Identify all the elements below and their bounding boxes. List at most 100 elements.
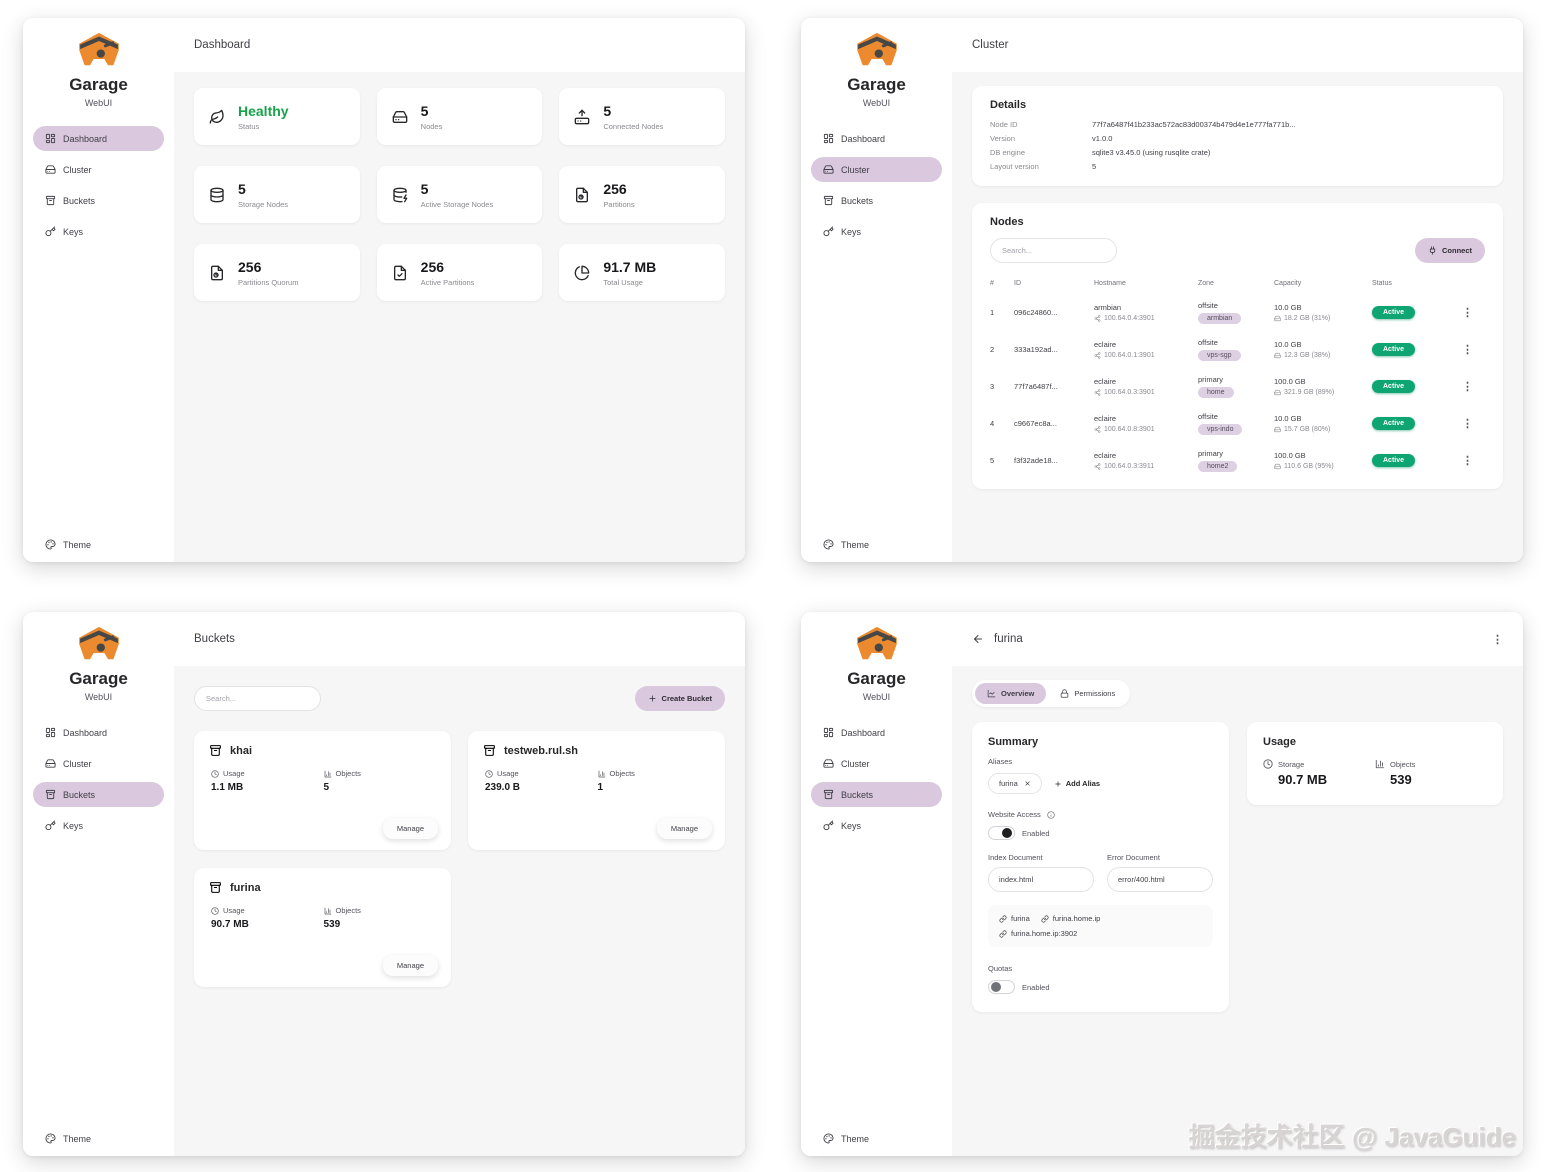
row-menu-icon[interactable]: ⋮ [1462,381,1473,393]
col-header: Capacity [1274,280,1302,287]
theme-toggle[interactable]: Theme [811,1133,942,1144]
database-zap-icon [392,187,408,203]
disk-icon [1274,315,1281,322]
sidebar-item-dashboard[interactable]: Dashboard [33,126,164,151]
stat-label: Storage Nodes [238,199,289,209]
tab-permissions[interactable]: Permissions [1048,683,1127,704]
sidebar-item-label: Dashboard [841,133,886,144]
sidebar-item-label: Dashboard [841,727,886,738]
row-menu-icon[interactable]: ⋮ [1462,418,1473,430]
manage-button[interactable]: Manage [382,955,438,976]
sidebar-item-cluster[interactable]: Cluster [33,751,164,776]
manage-button[interactable]: Manage [382,818,438,839]
cluster-topbar: Cluster [952,18,1523,72]
leaf-icon [209,109,225,125]
info-icon [1047,811,1055,819]
node-capacity: 10.0 GB 12.3 GB (38%) [1274,340,1331,359]
stat-value: Healthy [238,102,289,119]
theme-toggle[interactable]: Theme [33,1133,164,1144]
node-num: 5 [990,456,995,465]
index-doc-input[interactable] [988,867,1094,892]
sidebar-item-keys[interactable]: Keys [811,219,942,244]
buckets-search-input[interactable] [194,686,321,711]
sidebar-item-cluster[interactable]: Cluster [811,751,942,776]
node-hostname: eclaire 100.64.0.3:3911 [1094,451,1155,470]
nodes-search-input[interactable] [990,238,1117,263]
bucket-card-furina[interactable]: furina Usage 90.7 MB Objects 539 Manage [194,868,451,987]
website-link[interactable]: furina [999,914,1030,923]
row-menu-icon[interactable]: ⋮ [1462,455,1473,467]
palette-icon [45,539,56,550]
bar-chart-icon [324,770,332,778]
palette-icon [823,539,834,550]
remove-alias-icon[interactable] [1024,780,1031,787]
objects-value: 5 [323,782,330,793]
website-link[interactable]: furina.home.ip:3902 [999,929,1077,938]
add-alias-button[interactable]: Add Alias [1054,779,1100,788]
website-access-toggle[interactable] [988,826,1015,840]
stat-value: 5 [420,102,429,119]
stat-card-total-usage: 91.7 MB Total Usage [559,244,725,301]
sidebar-item-buckets[interactable]: Buckets [33,782,164,807]
col-header: ID [1014,280,1021,287]
stat-label: Active Partitions [420,277,475,287]
sidebar-item-keys[interactable]: Keys [811,813,942,838]
sidebar-item-label: Dashboard [63,727,108,738]
brand-title: Garage [69,669,128,688]
node-zone: offsite armbian [1198,294,1274,331]
error-doc-input[interactable] [1107,867,1213,892]
palette-icon [45,1133,56,1144]
sidebar-item-cluster[interactable]: Cluster [33,157,164,182]
bucket-menu-icon[interactable]: ⋮ [1492,633,1503,646]
stat-card-active-partitions: 256 Active Partitions [376,244,543,301]
garage-logo-icon [856,626,897,660]
quotas-toggle[interactable] [988,980,1015,994]
stat-value: 5 [603,102,612,119]
sidebar-item-label: Keys [841,226,862,237]
file-pie-icon [574,187,590,203]
row-menu-icon[interactable]: ⋮ [1462,344,1473,356]
disk-icon [1274,389,1281,396]
back-button[interactable] [972,633,984,645]
link-icon [999,930,1007,938]
disk-icon [1274,426,1281,433]
create-bucket-button[interactable]: Create Bucket [634,686,725,711]
theme-toggle[interactable]: Theme [33,539,164,550]
bucket-icon [823,195,834,206]
sidebar: Garage WebUI Dashboard Cluster Buckets K… [23,612,174,1156]
sidebar-item-label: Buckets [63,789,96,800]
objects-value: 539 [323,919,341,930]
zone-tag: home [1198,387,1234,398]
sidebar-item-dashboard[interactable]: Dashboard [811,126,942,151]
sidebar-item-buckets[interactable]: Buckets [811,782,942,807]
sidebar-item-dashboard[interactable]: Dashboard [33,720,164,745]
summary-heading: Summary [988,736,1039,748]
objects-label: Objects [335,769,361,778]
hard-drive-icon [392,109,408,125]
sidebar-item-cluster[interactable]: Cluster [811,157,942,182]
website-link[interactable]: furina.home.ip [1041,914,1100,923]
hard-drive-icon [823,164,834,175]
sidebar-item-buckets[interactable]: Buckets [33,188,164,213]
manage-button[interactable]: Manage [656,818,712,839]
row-menu-icon[interactable]: ⋮ [1462,307,1473,319]
node-id: 096c24860... [1014,308,1058,317]
connect-button[interactable]: Connect [1415,238,1485,263]
theme-toggle[interactable]: Theme [811,539,942,550]
key-icon [45,820,56,831]
link-icon [999,915,1007,923]
sidebar-item-keys[interactable]: Keys [33,219,164,244]
bucket-card-khai[interactable]: khai Usage 1.1 MB Objects 5 Manage [194,731,451,850]
node-num: 2 [990,345,995,354]
tab-overview[interactable]: Overview [975,683,1047,704]
sidebar-item-keys[interactable]: Keys [33,813,164,838]
detail-value: v1.0.0 [1092,134,1113,143]
detail-label: DB engine [990,148,1026,157]
zone-tag: home2 [1198,461,1238,472]
stat-label: Connected Nodes [603,121,664,131]
sidebar-item-dashboard[interactable]: Dashboard [811,720,942,745]
sidebar-item-buckets[interactable]: Buckets [811,188,942,213]
sidebar-item-label: Dashboard [63,133,108,144]
bucket-card-testweb[interactable]: testweb.rul.sh Usage 239.0 B Objects 1 M… [468,731,725,850]
